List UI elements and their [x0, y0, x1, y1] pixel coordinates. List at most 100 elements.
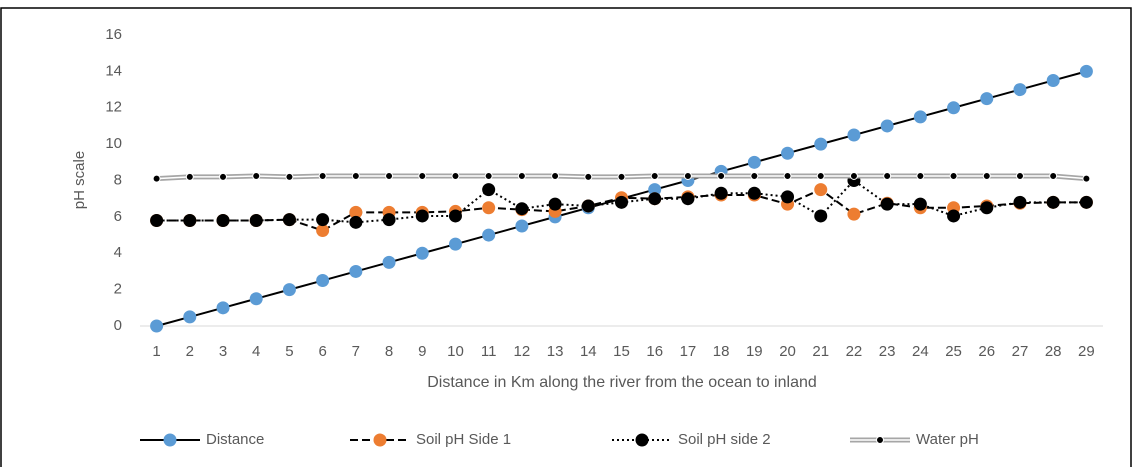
- y-tick-label: 0: [114, 317, 122, 334]
- marker: [1046, 73, 1060, 87]
- marker: [849, 171, 858, 180]
- marker: [282, 213, 296, 227]
- marker: [150, 319, 164, 333]
- y-tick-label: 4: [114, 244, 122, 261]
- marker: [484, 171, 493, 180]
- marker: [683, 171, 692, 180]
- marker: [1013, 83, 1027, 97]
- x-tick-label: 21: [812, 343, 829, 360]
- chart-border: [0, 7, 1132, 467]
- x-tick-label: 22: [846, 343, 863, 360]
- marker: [219, 172, 228, 181]
- marker: [150, 214, 164, 228]
- x-tick-label: 3: [219, 343, 227, 360]
- marker: [816, 171, 825, 180]
- marker: [847, 128, 861, 142]
- y-axis-title: pH scale: [71, 151, 88, 209]
- y-tick-label: 14: [105, 62, 122, 79]
- marker: [349, 264, 363, 278]
- y-tick-label: 10: [105, 135, 122, 152]
- marker: [982, 171, 991, 180]
- legend-label: Soil pH side 2: [678, 431, 771, 448]
- marker: [916, 171, 925, 180]
- y-tick-label: 2: [114, 281, 122, 298]
- marker: [814, 183, 828, 197]
- marker: [382, 213, 396, 227]
- marker: [717, 171, 726, 180]
- marker: [185, 172, 194, 181]
- x-tick-label: 1: [152, 343, 160, 360]
- marker: [415, 246, 429, 260]
- marker: [1049, 171, 1058, 180]
- legend-marker: [635, 433, 649, 447]
- marker: [750, 171, 759, 180]
- x-tick-label: 12: [514, 343, 531, 360]
- marker: [482, 183, 496, 197]
- legend-label: Water pH: [916, 431, 979, 448]
- marker: [581, 199, 595, 213]
- marker: [648, 192, 662, 206]
- marker: [349, 215, 363, 229]
- x-tick-label: 29: [1078, 343, 1095, 360]
- x-axis-title: Distance in Km along the river from the …: [427, 374, 817, 391]
- marker: [747, 186, 761, 200]
- x-tick-label: 7: [352, 343, 360, 360]
- legend-marker: [373, 433, 387, 447]
- marker: [282, 283, 296, 297]
- marker: [183, 214, 197, 228]
- x-tick-label: 26: [978, 343, 995, 360]
- x-tick-label: 24: [912, 343, 929, 360]
- x-tick-label: 19: [746, 343, 763, 360]
- marker: [913, 110, 927, 124]
- marker: [814, 137, 828, 151]
- x-tick-label: 16: [646, 343, 663, 360]
- x-tick-label: 27: [1012, 343, 1029, 360]
- marker: [781, 190, 795, 204]
- marker: [847, 207, 861, 221]
- marker: [448, 237, 462, 251]
- marker: [152, 174, 161, 183]
- marker: [517, 171, 526, 180]
- marker: [783, 171, 792, 180]
- x-tick-label: 2: [186, 343, 194, 360]
- marker: [385, 171, 394, 180]
- marker: [349, 205, 363, 219]
- marker: [714, 186, 728, 200]
- x-tick-label: 15: [613, 343, 630, 360]
- legend-marker: [876, 436, 884, 444]
- marker: [947, 101, 961, 115]
- marker: [949, 171, 958, 180]
- marker: [913, 197, 927, 211]
- marker: [1079, 195, 1093, 209]
- marker: [216, 214, 230, 228]
- marker: [482, 228, 496, 242]
- x-tick-label: 17: [680, 343, 697, 360]
- marker: [1082, 174, 1091, 183]
- x-tick-label: 25: [945, 343, 962, 360]
- legend-label: Soil pH Side 1: [416, 431, 511, 448]
- marker: [883, 171, 892, 180]
- x-tick-label: 23: [879, 343, 896, 360]
- marker: [451, 171, 460, 180]
- marker: [318, 171, 327, 180]
- marker: [980, 201, 994, 215]
- y-tick-label: 12: [105, 99, 122, 116]
- marker: [515, 202, 529, 216]
- marker: [482, 201, 496, 215]
- marker: [781, 146, 795, 160]
- marker: [515, 219, 529, 233]
- marker: [747, 155, 761, 169]
- marker: [551, 171, 560, 180]
- marker: [548, 197, 562, 211]
- marker: [617, 172, 626, 181]
- x-tick-label: 6: [318, 343, 326, 360]
- y-tick-label: 8: [114, 171, 122, 188]
- x-tick-label: 14: [580, 343, 597, 360]
- marker: [1013, 195, 1027, 209]
- marker: [252, 171, 261, 180]
- marker: [249, 292, 263, 306]
- marker: [648, 183, 662, 197]
- marker: [880, 197, 894, 211]
- x-tick-label: 9: [418, 343, 426, 360]
- y-tick-label: 16: [105, 26, 122, 43]
